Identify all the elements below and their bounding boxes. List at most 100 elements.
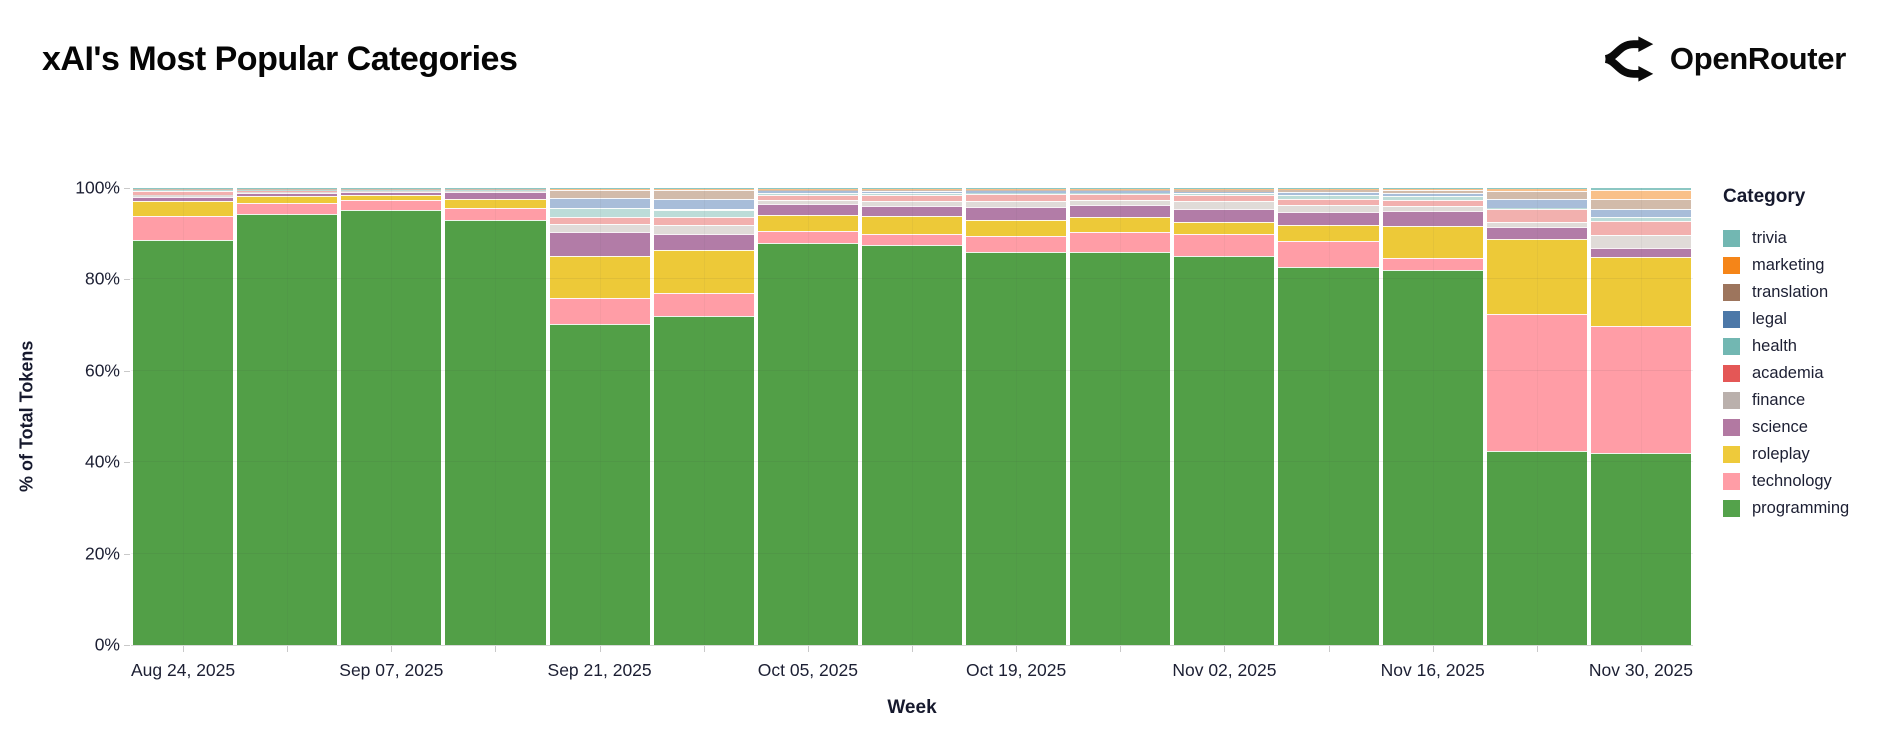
- segment-trivia[interactable]: [1486, 188, 1587, 190]
- segment-trivia[interactable]: [1590, 188, 1691, 190]
- segment-roleplay[interactable]: [341, 194, 442, 200]
- segment-programming[interactable]: [861, 245, 963, 645]
- bar-sep-21-2025[interactable]: [549, 188, 650, 645]
- bar-nov-23-2025[interactable]: [1486, 188, 1587, 645]
- segment-roleplay[interactable]: [1590, 257, 1691, 327]
- segment-technology[interactable]: [1174, 234, 1275, 257]
- segment-translation[interactable]: [1382, 190, 1483, 193]
- segment-programming[interactable]: [1174, 256, 1275, 645]
- segment-finance[interactable]: [1174, 200, 1275, 209]
- segment-health[interactable]: [966, 192, 1067, 195]
- segment-finance[interactable]: [549, 224, 650, 232]
- segment-trivia[interactable]: [757, 188, 858, 189]
- segment-finance[interactable]: [133, 195, 234, 198]
- segment-academia[interactable]: [757, 194, 858, 201]
- segment-health[interactable]: [757, 192, 858, 195]
- segment-finance[interactable]: [1070, 200, 1171, 205]
- segment-finance[interactable]: [757, 200, 858, 205]
- segment-roleplay[interactable]: [1278, 225, 1379, 241]
- segment-programming[interactable]: [1590, 453, 1691, 645]
- segment-translation[interactable]: [1590, 198, 1691, 210]
- segment-academia[interactable]: [445, 190, 546, 192]
- segment-trivia[interactable]: [1070, 188, 1171, 189]
- segment-health[interactable]: [1070, 192, 1171, 195]
- segment-marketing[interactable]: [1382, 189, 1483, 191]
- segment-academia[interactable]: [1486, 209, 1587, 222]
- segment-translation[interactable]: [549, 190, 650, 198]
- segment-health[interactable]: [1174, 193, 1275, 195]
- bar-sep-28-2025[interactable]: [653, 188, 754, 645]
- segment-roleplay[interactable]: [1486, 239, 1587, 315]
- segment-trivia[interactable]: [1382, 188, 1483, 190]
- bar-nov-16-2025[interactable]: [1382, 188, 1483, 645]
- segment-programming[interactable]: [133, 239, 234, 645]
- segment-trivia[interactable]: [861, 188, 963, 189]
- bar-oct-19-2025[interactable]: [966, 188, 1067, 645]
- segment-health[interactable]: [549, 208, 650, 217]
- segment-science[interactable]: [1278, 211, 1379, 226]
- segment-science[interactable]: [1590, 247, 1691, 258]
- segment-translation[interactable]: [1486, 190, 1587, 200]
- segment-finance[interactable]: [1486, 221, 1587, 228]
- segment-finance[interactable]: [1278, 204, 1379, 212]
- segment-translation[interactable]: [653, 190, 754, 200]
- segment-legal[interactable]: [861, 190, 963, 194]
- segment-legal[interactable]: [1174, 191, 1275, 194]
- segment-legal[interactable]: [1382, 192, 1483, 196]
- segment-technology[interactable]: [1278, 240, 1379, 267]
- segment-trivia[interactable]: [549, 188, 650, 189]
- segment-technology[interactable]: [653, 293, 754, 316]
- segment-technology[interactable]: [341, 199, 442, 211]
- segment-legal[interactable]: [653, 199, 754, 210]
- segment-academia[interactable]: [549, 216, 650, 225]
- segment-health[interactable]: [861, 193, 963, 196]
- segment-programming[interactable]: [1278, 266, 1379, 645]
- segment-science[interactable]: [549, 231, 650, 256]
- segment-technology[interactable]: [237, 203, 338, 214]
- segment-science[interactable]: [1070, 204, 1171, 218]
- bar-nov-30-2025[interactable]: [1590, 188, 1691, 645]
- bar-sep-14-2025[interactable]: [445, 188, 546, 645]
- segment-roleplay[interactable]: [1174, 221, 1275, 235]
- segment-technology[interactable]: [757, 230, 858, 243]
- segment-science[interactable]: [653, 234, 754, 250]
- segment-academia[interactable]: [653, 216, 754, 226]
- segment-legal[interactable]: [549, 197, 650, 209]
- segment-translation[interactable]: [1174, 189, 1275, 192]
- bar-nov-09-2025[interactable]: [1278, 188, 1379, 645]
- segment-roleplay[interactable]: [445, 199, 546, 208]
- segment-science[interactable]: [445, 192, 546, 200]
- segment-academia[interactable]: [133, 190, 234, 196]
- segment-science[interactable]: [966, 207, 1067, 220]
- segment-academia[interactable]: [1070, 194, 1171, 201]
- bar-sep-07-2025[interactable]: [341, 188, 442, 645]
- bar-oct-26-2025[interactable]: [1070, 188, 1171, 645]
- segment-science[interactable]: [341, 192, 442, 195]
- segment-translation[interactable]: [1278, 189, 1379, 192]
- bar-oct-12-2025[interactable]: [861, 188, 963, 645]
- segment-roleplay[interactable]: [1382, 225, 1483, 258]
- segment-academia[interactable]: [1174, 194, 1275, 201]
- segment-translation[interactable]: [966, 189, 1067, 191]
- segment-programming[interactable]: [1070, 252, 1171, 645]
- segment-health[interactable]: [1382, 195, 1483, 200]
- segment-trivia[interactable]: [1278, 188, 1379, 189]
- bar-aug-24-2025[interactable]: [133, 188, 234, 645]
- bar-oct-05-2025[interactable]: [757, 188, 858, 645]
- segment-roleplay[interactable]: [237, 195, 338, 204]
- segment-technology[interactable]: [966, 236, 1067, 252]
- segment-finance[interactable]: [966, 201, 1067, 208]
- bar-nov-02-2025[interactable]: [1174, 188, 1275, 645]
- segment-programming[interactable]: [341, 210, 442, 645]
- segment-finance[interactable]: [1590, 234, 1691, 248]
- segment-programming[interactable]: [757, 242, 858, 645]
- segment-academia[interactable]: [1590, 220, 1691, 235]
- segment-science[interactable]: [861, 205, 963, 217]
- segment-programming[interactable]: [237, 213, 338, 645]
- segment-legal[interactable]: [1070, 190, 1171, 193]
- segment-legal[interactable]: [1486, 199, 1587, 208]
- segment-science[interactable]: [237, 192, 338, 196]
- segment-programming[interactable]: [445, 220, 546, 645]
- segment-science[interactable]: [133, 197, 234, 202]
- segment-roleplay[interactable]: [549, 255, 650, 298]
